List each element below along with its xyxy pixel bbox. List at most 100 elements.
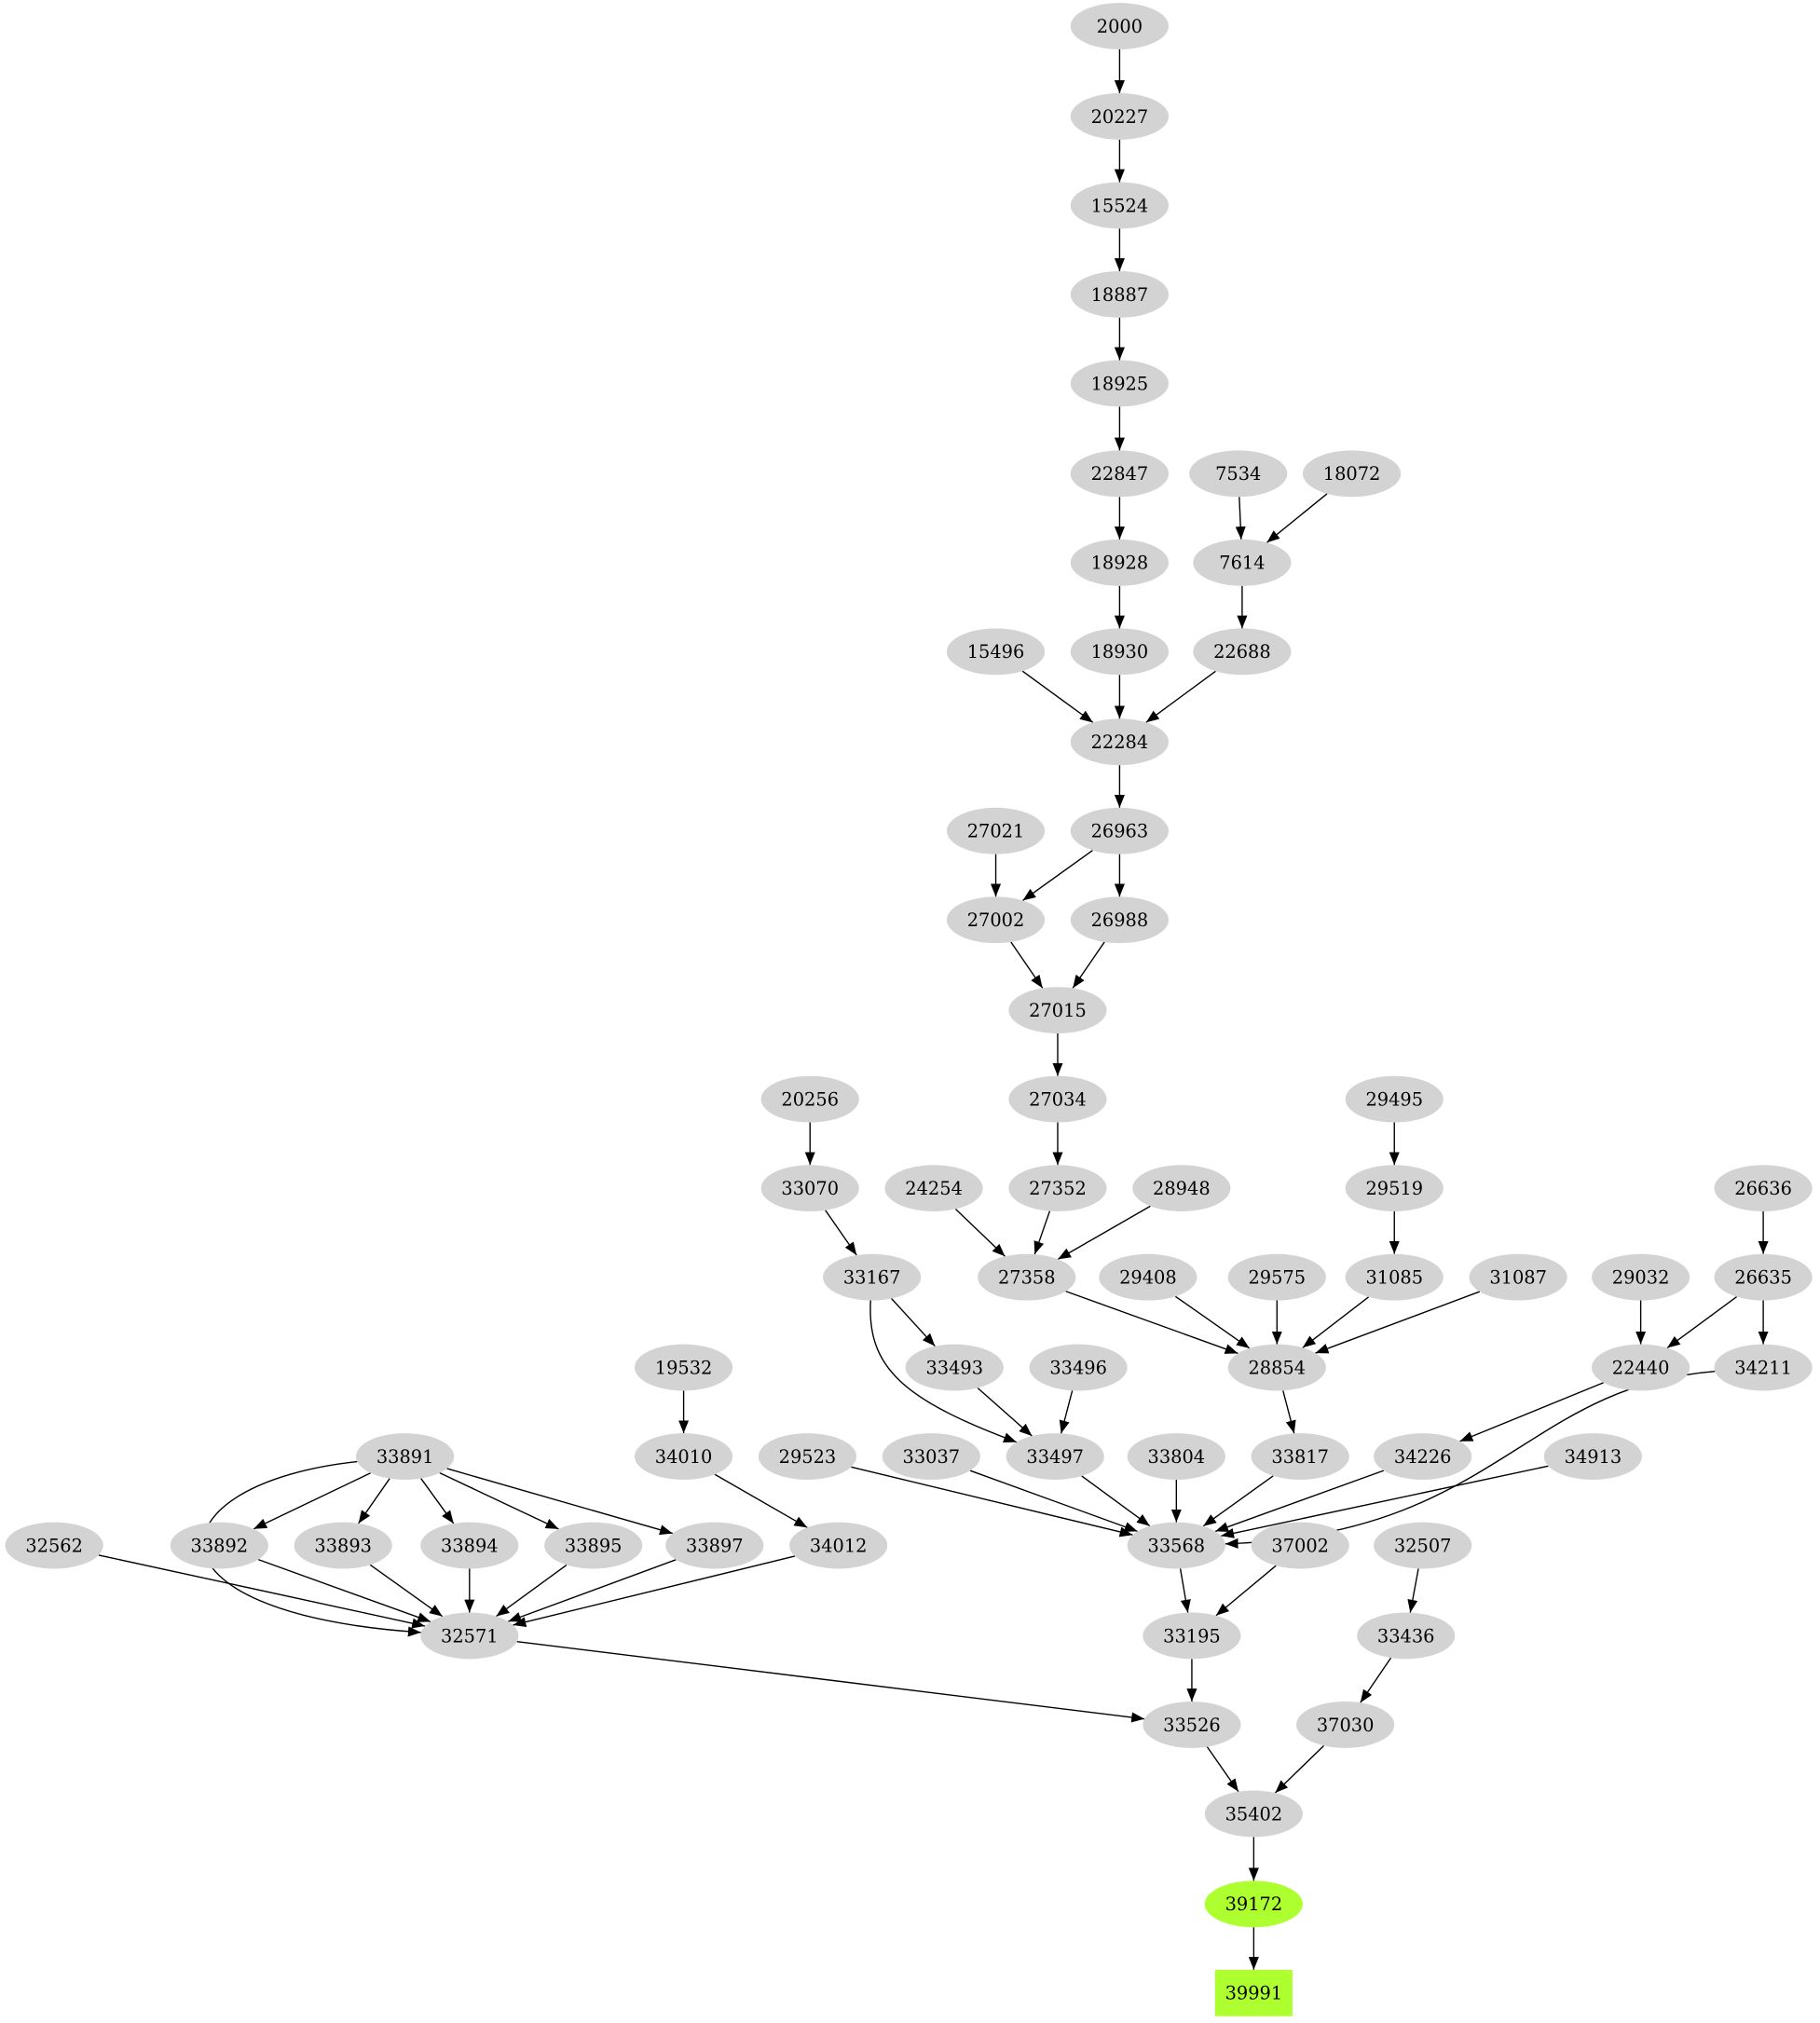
node-32507[interactable]: 32507 xyxy=(1374,1522,1472,1569)
node-33526[interactable]: 33526 xyxy=(1143,1702,1241,1748)
node-26963[interactable]: 26963 xyxy=(1070,807,1170,854)
node-27015[interactable]: 27015 xyxy=(1008,987,1107,1034)
edge-29523-to-33568 xyxy=(851,1466,1133,1538)
node-34012[interactable]: 34012 xyxy=(789,1522,888,1569)
node-27352[interactable]: 27352 xyxy=(1008,1165,1107,1212)
edge-33893-to-32571 xyxy=(369,1564,444,1618)
node-19532[interactable]: 19532 xyxy=(634,1344,733,1391)
node-2000[interactable]: 2000 xyxy=(1070,3,1170,49)
node-35402[interactable]: 35402 xyxy=(1204,1790,1303,1838)
node-ellipse xyxy=(1099,1253,1197,1301)
node-15524[interactable]: 15524 xyxy=(1070,182,1170,229)
node-label: 29519 xyxy=(1365,1178,1423,1199)
node-33496[interactable]: 33496 xyxy=(1029,1344,1128,1391)
node-ellipse xyxy=(1227,1253,1326,1301)
node-34226[interactable]: 34226 xyxy=(1374,1433,1472,1480)
edge-33897-to-32571 xyxy=(508,1559,677,1622)
node-label: 34012 xyxy=(810,1535,868,1556)
node-26635[interactable]: 26635 xyxy=(1714,1253,1813,1301)
node-28948[interactable]: 28948 xyxy=(1132,1165,1231,1212)
node-ellipse xyxy=(294,1522,392,1569)
node-26636[interactable]: 26636 xyxy=(1714,1165,1813,1212)
node-27034[interactable]: 27034 xyxy=(1008,1075,1107,1123)
node-15496[interactable]: 15496 xyxy=(946,628,1046,676)
edge-33891-to-33892 xyxy=(253,1472,371,1530)
node-33195[interactable]: 33195 xyxy=(1143,1612,1241,1660)
node-29032[interactable]: 29032 xyxy=(1592,1253,1690,1301)
node-ellipse xyxy=(665,1522,764,1569)
edge-33568-to-33195 xyxy=(1179,1568,1191,1613)
node-33891[interactable]: 33891 xyxy=(356,1433,455,1480)
node-33894[interactable]: 33894 xyxy=(420,1522,519,1569)
node-22284[interactable]: 22284 xyxy=(1070,718,1170,766)
node-18930[interactable]: 18930 xyxy=(1070,628,1170,676)
node-32562[interactable]: 32562 xyxy=(5,1522,103,1569)
node-22688[interactable]: 22688 xyxy=(1193,628,1292,676)
node-34913[interactable]: 34913 xyxy=(1543,1433,1642,1480)
node-18072[interactable]: 18072 xyxy=(1302,450,1402,498)
node-22847[interactable]: 22847 xyxy=(1070,450,1170,498)
node-29519[interactable]: 29519 xyxy=(1345,1165,1444,1212)
node-18928[interactable]: 18928 xyxy=(1070,539,1170,586)
node-24254[interactable]: 24254 xyxy=(884,1165,983,1212)
node-29575[interactable]: 29575 xyxy=(1227,1253,1326,1301)
node-label: 34211 xyxy=(1734,1357,1792,1378)
edge-33496-to-33497 xyxy=(1059,1390,1074,1434)
node-32571[interactable]: 32571 xyxy=(420,1612,519,1660)
node-31085[interactable]: 31085 xyxy=(1345,1253,1444,1301)
node-33436[interactable]: 33436 xyxy=(1357,1612,1456,1660)
edge-34226-to-33568 xyxy=(1214,1469,1385,1533)
node-34010[interactable]: 34010 xyxy=(634,1433,733,1480)
node-label: 19532 xyxy=(655,1357,713,1378)
node-29408[interactable]: 29408 xyxy=(1099,1253,1197,1301)
node-label: 18928 xyxy=(1091,553,1149,574)
node-ellipse xyxy=(946,807,1046,854)
node-ellipse xyxy=(420,1612,519,1660)
node-label: 37002 xyxy=(1271,1535,1329,1556)
node-20227[interactable]: 20227 xyxy=(1070,93,1170,140)
node-37030[interactable]: 37030 xyxy=(1296,1702,1395,1748)
node-34211[interactable]: 34211 xyxy=(1714,1344,1813,1391)
node-ellipse xyxy=(978,1253,1076,1301)
node-20256[interactable]: 20256 xyxy=(760,1075,859,1123)
node-39991[interactable]: 39991 xyxy=(1214,1969,1293,2016)
node-18925[interactable]: 18925 xyxy=(1070,360,1170,407)
node-39172[interactable]: 39172 xyxy=(1204,1880,1303,1928)
node-33070[interactable]: 33070 xyxy=(760,1165,859,1212)
node-27002[interactable]: 27002 xyxy=(946,896,1046,944)
node-22440[interactable]: 22440 xyxy=(1592,1344,1690,1391)
node-33037[interactable]: 33037 xyxy=(882,1433,980,1480)
node-ellipse xyxy=(1006,1433,1104,1480)
node-26988[interactable]: 26988 xyxy=(1070,896,1170,944)
node-33892[interactable]: 33892 xyxy=(170,1522,268,1569)
node-label: 7534 xyxy=(1215,463,1261,485)
node-29523[interactable]: 29523 xyxy=(758,1433,857,1480)
node-27358[interactable]: 27358 xyxy=(978,1253,1076,1301)
node-33895[interactable]: 33895 xyxy=(544,1522,643,1569)
node-37002[interactable]: 37002 xyxy=(1251,1522,1349,1569)
node-18887[interactable]: 18887 xyxy=(1070,271,1170,318)
node-33493[interactable]: 33493 xyxy=(905,1344,1004,1391)
node-label: 22440 xyxy=(1612,1357,1670,1378)
node-ellipse xyxy=(1592,1253,1690,1301)
node-31087[interactable]: 31087 xyxy=(1469,1253,1567,1301)
node-29495[interactable]: 29495 xyxy=(1345,1075,1444,1123)
node-33817[interactable]: 33817 xyxy=(1251,1433,1349,1480)
node-label: 18925 xyxy=(1091,373,1149,394)
node-33167[interactable]: 33167 xyxy=(823,1253,922,1301)
node-33497[interactable]: 33497 xyxy=(1006,1433,1104,1480)
node-33804[interactable]: 33804 xyxy=(1127,1433,1225,1480)
edge-33891-to-33895 xyxy=(439,1471,559,1530)
node-7534[interactable]: 7534 xyxy=(1189,450,1288,498)
node-label: 32507 xyxy=(1394,1535,1452,1556)
node-ellipse xyxy=(1227,1344,1326,1391)
node-7614[interactable]: 7614 xyxy=(1193,539,1292,586)
node-label: 33817 xyxy=(1271,1446,1329,1468)
node-33893[interactable]: 33893 xyxy=(294,1522,392,1569)
node-28854[interactable]: 28854 xyxy=(1227,1344,1326,1391)
node-33897[interactable]: 33897 xyxy=(665,1522,764,1569)
node-label: 7614 xyxy=(1219,553,1265,574)
node-27021[interactable]: 27021 xyxy=(946,807,1046,854)
node-33568[interactable]: 33568 xyxy=(1127,1522,1225,1569)
